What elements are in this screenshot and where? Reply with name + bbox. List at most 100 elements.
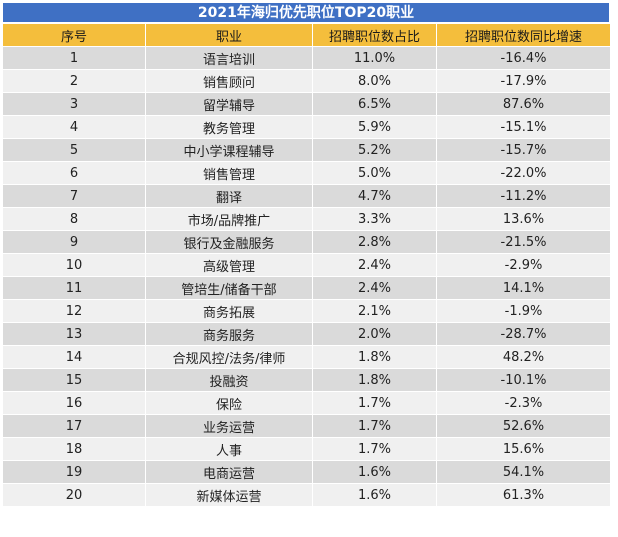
table-row: 11 管培生/储备干部 2.4% 14.1% bbox=[2, 276, 611, 300]
cell-occupation: 电商运营 bbox=[145, 460, 313, 484]
cell-occupation: 投融资 bbox=[145, 368, 313, 392]
cell-growth: -22.0% bbox=[436, 161, 611, 185]
cell-occupation: 翻译 bbox=[145, 184, 313, 208]
cell-rank: 2 bbox=[2, 69, 146, 93]
cell-rank: 19 bbox=[2, 460, 146, 484]
cell-share: 4.7% bbox=[312, 184, 437, 208]
cell-occupation: 业务运营 bbox=[145, 414, 313, 438]
cell-occupation: 市场/品牌推广 bbox=[145, 207, 313, 231]
cell-growth: -28.7% bbox=[436, 322, 611, 346]
header-rank: 序号 bbox=[2, 23, 146, 47]
cell-share: 3.3% bbox=[312, 207, 437, 231]
table-row: 9 银行及金融服务 2.8% -21.5% bbox=[2, 230, 611, 254]
cell-occupation: 教务管理 bbox=[145, 115, 313, 139]
table-body: 1 语言培训 11.0% -16.4% 2 销售顾问 8.0% -17.9% 3 留学辅导 6.5%… bbox=[2, 46, 611, 507]
cell-rank: 15 bbox=[2, 368, 146, 392]
cell-rank: 16 bbox=[2, 391, 146, 415]
table-row: 1 语言培训 11.0% -16.4% bbox=[2, 46, 611, 70]
cell-growth: 48.2% bbox=[436, 345, 611, 369]
table-row: 14 合规风控/法务/律师 1.8% 48.2% bbox=[2, 345, 611, 369]
cell-rank: 12 bbox=[2, 299, 146, 323]
cell-occupation: 银行及金融服务 bbox=[145, 230, 313, 254]
cell-growth: -21.5% bbox=[436, 230, 611, 254]
header-share: 招聘职位数占比 bbox=[312, 23, 437, 47]
cell-share: 2.4% bbox=[312, 276, 437, 300]
cell-share: 1.7% bbox=[312, 437, 437, 461]
cell-share: 5.2% bbox=[312, 138, 437, 162]
table-row: 6 销售管理 5.0% -22.0% bbox=[2, 161, 611, 185]
table-row: 2 销售顾问 8.0% -17.9% bbox=[2, 69, 611, 93]
table-row: 3 留学辅导 6.5% 87.6% bbox=[2, 92, 611, 116]
header-occupation: 职业 bbox=[145, 23, 313, 47]
cell-rank: 1 bbox=[2, 46, 146, 70]
table-row: 5 中小学课程辅导 5.2% -15.7% bbox=[2, 138, 611, 162]
cell-growth: 13.6% bbox=[436, 207, 611, 231]
cell-share: 1.8% bbox=[312, 368, 437, 392]
cell-share: 5.9% bbox=[312, 115, 437, 139]
cell-share: 6.5% bbox=[312, 92, 437, 116]
cell-occupation: 商务服务 bbox=[145, 322, 313, 346]
cell-growth: 15.6% bbox=[436, 437, 611, 461]
cell-occupation: 新媒体运营 bbox=[145, 483, 313, 507]
cell-rank: 17 bbox=[2, 414, 146, 438]
cell-growth: -2.3% bbox=[436, 391, 611, 415]
cell-rank: 13 bbox=[2, 322, 146, 346]
table-row: 4 教务管理 5.9% -15.1% bbox=[2, 115, 611, 139]
cell-rank: 5 bbox=[2, 138, 146, 162]
cell-rank: 8 bbox=[2, 207, 146, 231]
cell-rank: 3 bbox=[2, 92, 146, 116]
table-row: 12 商务拓展 2.1% -1.9% bbox=[2, 299, 611, 323]
table-row: 19 电商运营 1.6% 54.1% bbox=[2, 460, 611, 484]
cell-rank: 10 bbox=[2, 253, 146, 277]
cell-occupation: 合规风控/法务/律师 bbox=[145, 345, 313, 369]
cell-growth: -15.1% bbox=[436, 115, 611, 139]
cell-rank: 6 bbox=[2, 161, 146, 185]
cell-occupation: 保险 bbox=[145, 391, 313, 415]
cell-occupation: 中小学课程辅导 bbox=[145, 138, 313, 162]
cell-growth: 87.6% bbox=[436, 92, 611, 116]
header-row: 序号 职业 招聘职位数占比 招聘职位数同比增速 bbox=[2, 23, 611, 47]
cell-occupation: 留学辅导 bbox=[145, 92, 313, 116]
cell-growth: -15.7% bbox=[436, 138, 611, 162]
cell-occupation: 管培生/储备干部 bbox=[145, 276, 313, 300]
job-ranking-table: 序号 职业 招聘职位数占比 招聘职位数同比增速 1 语言培训 11.0% -16.4%… bbox=[2, 23, 611, 507]
table-row: 10 高级管理 2.4% -2.9% bbox=[2, 253, 611, 277]
cell-share: 1.7% bbox=[312, 391, 437, 415]
table-row: 15 投融资 1.8% -10.1% bbox=[2, 368, 611, 392]
cell-share: 11.0% bbox=[312, 46, 437, 70]
cell-rank: 14 bbox=[2, 345, 146, 369]
cell-share: 2.4% bbox=[312, 253, 437, 277]
cell-occupation: 高级管理 bbox=[145, 253, 313, 277]
table-row: 8 市场/品牌推广 3.3% 13.6% bbox=[2, 207, 611, 231]
table-row: 20 新媒体运营 1.6% 61.3% bbox=[2, 483, 611, 507]
table-frame: 2021年海归优先职位TOP20职业 序号 职业 招聘职位数占比 招聘职位数同比… bbox=[2, 2, 611, 507]
cell-rank: 18 bbox=[2, 437, 146, 461]
table-row: 16 保险 1.7% -2.3% bbox=[2, 391, 611, 415]
table-title: 2021年海归优先职位TOP20职业 bbox=[2, 2, 610, 23]
cell-growth: 14.1% bbox=[436, 276, 611, 300]
cell-share: 8.0% bbox=[312, 69, 437, 93]
cell-share: 1.7% bbox=[312, 414, 437, 438]
cell-share: 1.8% bbox=[312, 345, 437, 369]
cell-occupation: 商务拓展 bbox=[145, 299, 313, 323]
cell-growth: -16.4% bbox=[436, 46, 611, 70]
cell-growth: -2.9% bbox=[436, 253, 611, 277]
cell-growth: -17.9% bbox=[436, 69, 611, 93]
cell-rank: 9 bbox=[2, 230, 146, 254]
cell-rank: 11 bbox=[2, 276, 146, 300]
cell-rank: 4 bbox=[2, 115, 146, 139]
cell-growth: 52.6% bbox=[436, 414, 611, 438]
cell-growth: -10.1% bbox=[436, 368, 611, 392]
header-growth: 招聘职位数同比增速 bbox=[436, 23, 611, 47]
table-row: 7 翻译 4.7% -11.2% bbox=[2, 184, 611, 208]
cell-share: 2.8% bbox=[312, 230, 437, 254]
cell-rank: 7 bbox=[2, 184, 146, 208]
cell-share: 5.0% bbox=[312, 161, 437, 185]
cell-share: 1.6% bbox=[312, 460, 437, 484]
table-row: 18 人事 1.7% 15.6% bbox=[2, 437, 611, 461]
cell-occupation: 销售管理 bbox=[145, 161, 313, 185]
cell-occupation: 销售顾问 bbox=[145, 69, 313, 93]
cell-share: 2.0% bbox=[312, 322, 437, 346]
cell-growth: 61.3% bbox=[436, 483, 611, 507]
table-row: 17 业务运营 1.7% 52.6% bbox=[2, 414, 611, 438]
